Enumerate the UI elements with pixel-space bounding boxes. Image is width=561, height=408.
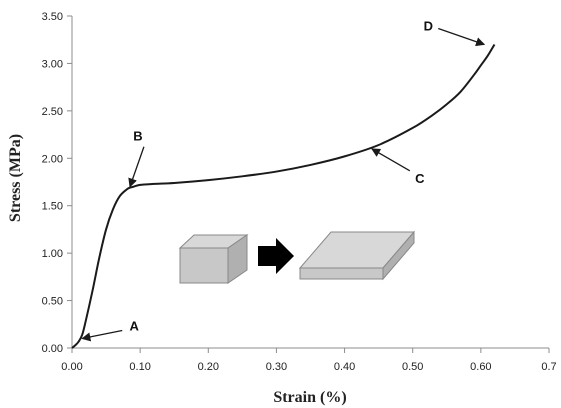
x-tick-label: 0.40 [334, 361, 355, 373]
x-tick-label: 0.00 [61, 361, 82, 373]
x-tick-label: 0.50 [402, 361, 423, 373]
annotation-arrow-c [371, 148, 411, 172]
x-tick-label: 0.30 [266, 361, 287, 373]
annotation-label-c: C [415, 171, 425, 186]
cube-block-icon [178, 234, 249, 284]
axes [71, 16, 549, 349]
annotation-arrow-d [438, 27, 486, 47]
annotation-arrow-b [128, 146, 145, 188]
compression-arrow-icon [258, 238, 294, 274]
annotation-label-b: B [133, 129, 142, 144]
y-tick-label: 3.50 [42, 11, 63, 23]
x-tick-label: 0.60 [470, 361, 491, 373]
annotation-arrow-a [81, 329, 123, 342]
x-axis-title: Strain (%) [273, 389, 346, 406]
y-tick-label: 2.50 [42, 106, 63, 118]
flattened-slab-icon [298, 230, 416, 281]
y-axis-title: Stress (MPa) [7, 134, 24, 222]
y-tick-label: 0.50 [42, 296, 63, 308]
y-tick-label: 2.00 [42, 153, 63, 165]
y-tick-label: 1.50 [42, 201, 63, 213]
annotation-label-d: D [424, 18, 433, 33]
x-tick-label: 0.10 [129, 361, 150, 373]
annotation-label-a: A [130, 319, 140, 334]
y-tick-label: 1.00 [42, 248, 63, 260]
annotations: A B C D [81, 18, 486, 342]
x-tick-label: 0.7 [541, 361, 556, 373]
x-tick-label: 0.20 [198, 361, 219, 373]
stress-strain-curve [71, 43, 496, 349]
y-tick-label: 0.00 [42, 343, 63, 355]
y-tick-label: 3.00 [42, 58, 63, 70]
inset-illustration [178, 230, 416, 284]
tick-labels: 0.00 0.10 0.20 0.30 0.40 0.50 0.60 0.7 0.00 0.50 1… [42, 11, 557, 373]
